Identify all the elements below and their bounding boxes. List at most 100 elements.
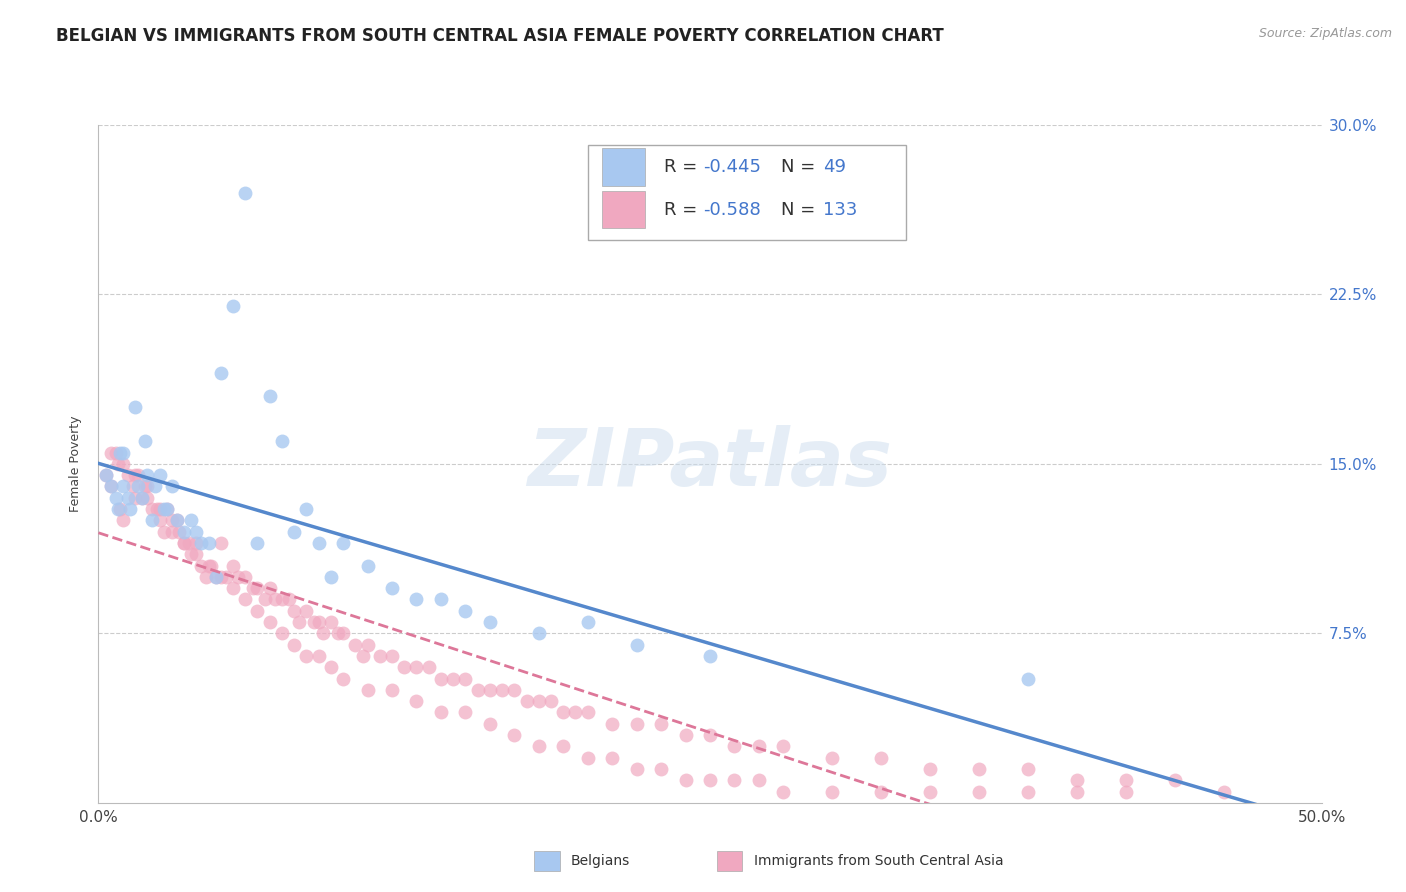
Point bbox=[1066, 773, 1088, 788]
Point bbox=[107, 502, 129, 516]
Point bbox=[467, 682, 489, 697]
Text: R =: R = bbox=[664, 158, 703, 176]
Point bbox=[308, 615, 330, 629]
Point bbox=[332, 672, 354, 686]
Point bbox=[226, 570, 249, 584]
Point bbox=[675, 728, 697, 742]
Point bbox=[124, 491, 146, 505]
Point bbox=[381, 581, 404, 595]
Point bbox=[160, 524, 183, 539]
Text: N =: N = bbox=[780, 158, 821, 176]
Point bbox=[308, 648, 330, 663]
Point bbox=[699, 648, 721, 663]
Point bbox=[205, 570, 228, 584]
Point bbox=[430, 592, 453, 607]
Point bbox=[312, 626, 335, 640]
Point bbox=[553, 706, 575, 720]
Point bbox=[173, 524, 195, 539]
Point bbox=[430, 706, 453, 720]
Point bbox=[107, 457, 129, 471]
Point bbox=[723, 739, 745, 754]
Point bbox=[205, 570, 228, 584]
Point bbox=[233, 592, 256, 607]
Text: -0.588: -0.588 bbox=[703, 201, 761, 219]
Point bbox=[600, 716, 623, 731]
Point bbox=[454, 672, 477, 686]
Point bbox=[1115, 784, 1137, 798]
Point bbox=[699, 728, 721, 742]
Point bbox=[288, 615, 311, 629]
Point bbox=[748, 773, 770, 788]
Point bbox=[136, 479, 159, 493]
Point bbox=[110, 445, 132, 459]
Point bbox=[920, 784, 942, 798]
Point bbox=[283, 604, 305, 618]
Point bbox=[772, 784, 794, 798]
Point bbox=[166, 513, 188, 527]
Point bbox=[127, 479, 149, 493]
Point bbox=[146, 502, 169, 516]
Point bbox=[576, 706, 599, 720]
Point bbox=[94, 468, 117, 483]
Point bbox=[626, 716, 648, 731]
Point bbox=[110, 502, 132, 516]
Point bbox=[153, 524, 176, 539]
Point bbox=[253, 592, 276, 607]
Text: N =: N = bbox=[780, 201, 821, 219]
Point bbox=[576, 615, 599, 629]
Point bbox=[270, 434, 294, 449]
Point bbox=[295, 604, 318, 618]
Point bbox=[870, 784, 893, 798]
Point bbox=[186, 547, 208, 561]
Point bbox=[576, 750, 599, 764]
Point bbox=[173, 536, 195, 550]
Point bbox=[283, 638, 305, 652]
Point bbox=[319, 570, 342, 584]
Point bbox=[270, 592, 294, 607]
Point bbox=[136, 468, 159, 483]
Point bbox=[127, 468, 149, 483]
Point bbox=[246, 536, 269, 550]
FancyBboxPatch shape bbox=[602, 148, 645, 186]
Point bbox=[160, 479, 183, 493]
Point bbox=[1017, 672, 1039, 686]
Point bbox=[454, 604, 477, 618]
Text: BELGIAN VS IMMIGRANTS FROM SOUTH CENTRAL ASIA FEMALE POVERTY CORRELATION CHART: BELGIAN VS IMMIGRANTS FROM SOUTH CENTRAL… bbox=[56, 27, 943, 45]
Text: Immigrants from South Central Asia: Immigrants from South Central Asia bbox=[754, 854, 1004, 868]
Point bbox=[319, 615, 342, 629]
Point bbox=[222, 581, 245, 595]
Point bbox=[675, 773, 697, 788]
Point bbox=[352, 648, 374, 663]
Point bbox=[263, 592, 285, 607]
Point bbox=[197, 536, 219, 550]
FancyBboxPatch shape bbox=[602, 191, 645, 228]
Point bbox=[156, 502, 179, 516]
Point bbox=[650, 762, 672, 776]
Point bbox=[242, 581, 264, 595]
Point bbox=[564, 706, 586, 720]
Point bbox=[478, 716, 501, 731]
Point bbox=[478, 682, 501, 697]
Point bbox=[143, 479, 166, 493]
Point bbox=[111, 479, 134, 493]
Point bbox=[821, 784, 844, 798]
Point bbox=[233, 570, 256, 584]
Point bbox=[134, 479, 156, 493]
Point bbox=[1017, 784, 1039, 798]
Point bbox=[344, 638, 367, 652]
Point bbox=[418, 660, 440, 674]
Point bbox=[124, 468, 146, 483]
Point bbox=[214, 570, 236, 584]
Point bbox=[100, 479, 122, 493]
Point bbox=[104, 491, 127, 505]
Y-axis label: Female Poverty: Female Poverty bbox=[69, 416, 83, 512]
Point bbox=[381, 648, 404, 663]
Point bbox=[626, 762, 648, 776]
Text: Source: ZipAtlas.com: Source: ZipAtlas.com bbox=[1258, 27, 1392, 40]
Text: 133: 133 bbox=[823, 201, 856, 219]
Point bbox=[295, 502, 318, 516]
Point bbox=[270, 626, 294, 640]
Point bbox=[190, 558, 212, 573]
Point bbox=[177, 536, 200, 550]
Point bbox=[167, 524, 190, 539]
